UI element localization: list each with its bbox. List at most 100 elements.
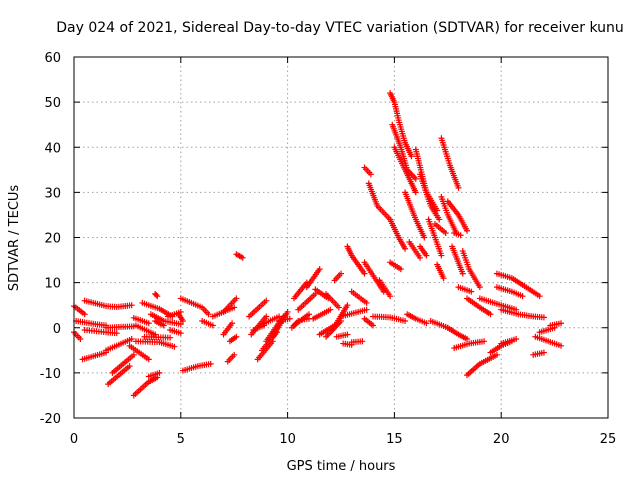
track-t73	[387, 259, 404, 273]
track-t34	[246, 297, 270, 320]
data-point	[128, 336, 135, 343]
track-t02	[81, 297, 135, 310]
track-t03	[71, 329, 84, 343]
track-t45	[295, 290, 319, 313]
data-point	[286, 315, 293, 322]
data-point	[156, 369, 163, 376]
data-point	[128, 302, 135, 309]
track-t32	[233, 251, 246, 261]
track-t48	[299, 315, 312, 323]
track-t98	[493, 270, 543, 300]
data-point	[177, 308, 184, 315]
track-t33	[224, 351, 238, 365]
data-point	[540, 314, 547, 321]
data-point	[417, 254, 424, 261]
data-point	[387, 293, 394, 300]
data-point	[229, 320, 236, 327]
data-point	[468, 288, 475, 295]
track-t62	[361, 259, 387, 295]
y-tick-label: 60	[44, 51, 61, 66]
data-point	[177, 330, 184, 337]
data-point	[177, 321, 184, 328]
data-point	[408, 153, 415, 160]
track-t77	[412, 146, 441, 214]
track-t69	[387, 90, 415, 160]
track-t09	[105, 363, 133, 388]
track-t53	[323, 290, 342, 311]
data-point	[171, 343, 178, 350]
track-t61	[348, 288, 370, 306]
track-t49	[310, 306, 334, 322]
track-t83	[438, 135, 462, 191]
data-point	[126, 363, 133, 370]
data-point	[233, 333, 240, 340]
data-point	[397, 266, 404, 273]
track-t24	[152, 290, 161, 300]
track-t06	[79, 349, 110, 363]
data-point	[130, 351, 137, 358]
x-tick-label: 10	[279, 432, 296, 447]
track-t37	[254, 338, 276, 363]
x-tick-label: 5	[177, 432, 185, 447]
data-point	[459, 270, 466, 277]
track-t80	[427, 317, 451, 331]
data-point	[231, 351, 238, 358]
track-t31	[226, 333, 240, 345]
track-t92	[464, 295, 494, 318]
track-t64	[365, 180, 394, 223]
data-point	[402, 245, 409, 252]
track-t42	[276, 315, 293, 324]
data-point	[442, 229, 449, 236]
data-point	[207, 360, 214, 367]
track-t97	[493, 284, 526, 300]
track-t10	[109, 351, 137, 376]
data-point	[239, 254, 246, 261]
data-point	[412, 189, 419, 196]
track-t99	[498, 306, 547, 321]
track-t78	[417, 171, 443, 223]
data-point	[359, 338, 366, 345]
track-t20	[152, 317, 167, 329]
track-t25	[177, 295, 212, 318]
track-t103	[532, 333, 565, 349]
plot-frame	[73, 56, 609, 419]
track-t13	[145, 369, 163, 380]
data-point	[167, 334, 174, 341]
track-t54	[331, 270, 344, 284]
data-point	[457, 232, 464, 239]
y-tick-label: 50	[44, 96, 61, 111]
data-point	[363, 299, 370, 306]
data-point	[160, 322, 167, 329]
x-tick-label: 25	[600, 432, 617, 447]
track-t23	[164, 308, 184, 320]
data-point	[519, 293, 526, 300]
data-point	[412, 175, 419, 182]
track-t28	[209, 304, 238, 320]
data-point	[145, 356, 152, 363]
track-t101	[536, 324, 558, 336]
track-t91	[455, 284, 475, 295]
data-point	[423, 252, 430, 259]
data-point	[344, 302, 351, 309]
data-point	[481, 338, 488, 345]
data-point	[402, 317, 409, 324]
data-point	[540, 349, 547, 356]
data-point	[154, 293, 161, 300]
x-axis-label: GPS time / hours	[287, 459, 396, 474]
data-point	[476, 284, 483, 291]
track-t63	[361, 164, 374, 178]
y-tick-label: 0	[53, 322, 61, 337]
x-axis-ticks: 0 5 10 15 20 25	[70, 57, 616, 447]
track-t08	[103, 336, 135, 354]
x-tick-label: 0	[70, 432, 78, 447]
y-tick-label: 10	[44, 277, 61, 292]
data-point	[113, 330, 120, 337]
track-t07	[103, 323, 137, 331]
y-tick-label: 30	[44, 186, 61, 201]
track-t76	[406, 239, 424, 261]
data-point	[436, 216, 443, 223]
track-t72	[402, 189, 428, 241]
data-point	[338, 270, 344, 277]
track-t90	[459, 248, 483, 291]
track-t75	[417, 243, 430, 259]
